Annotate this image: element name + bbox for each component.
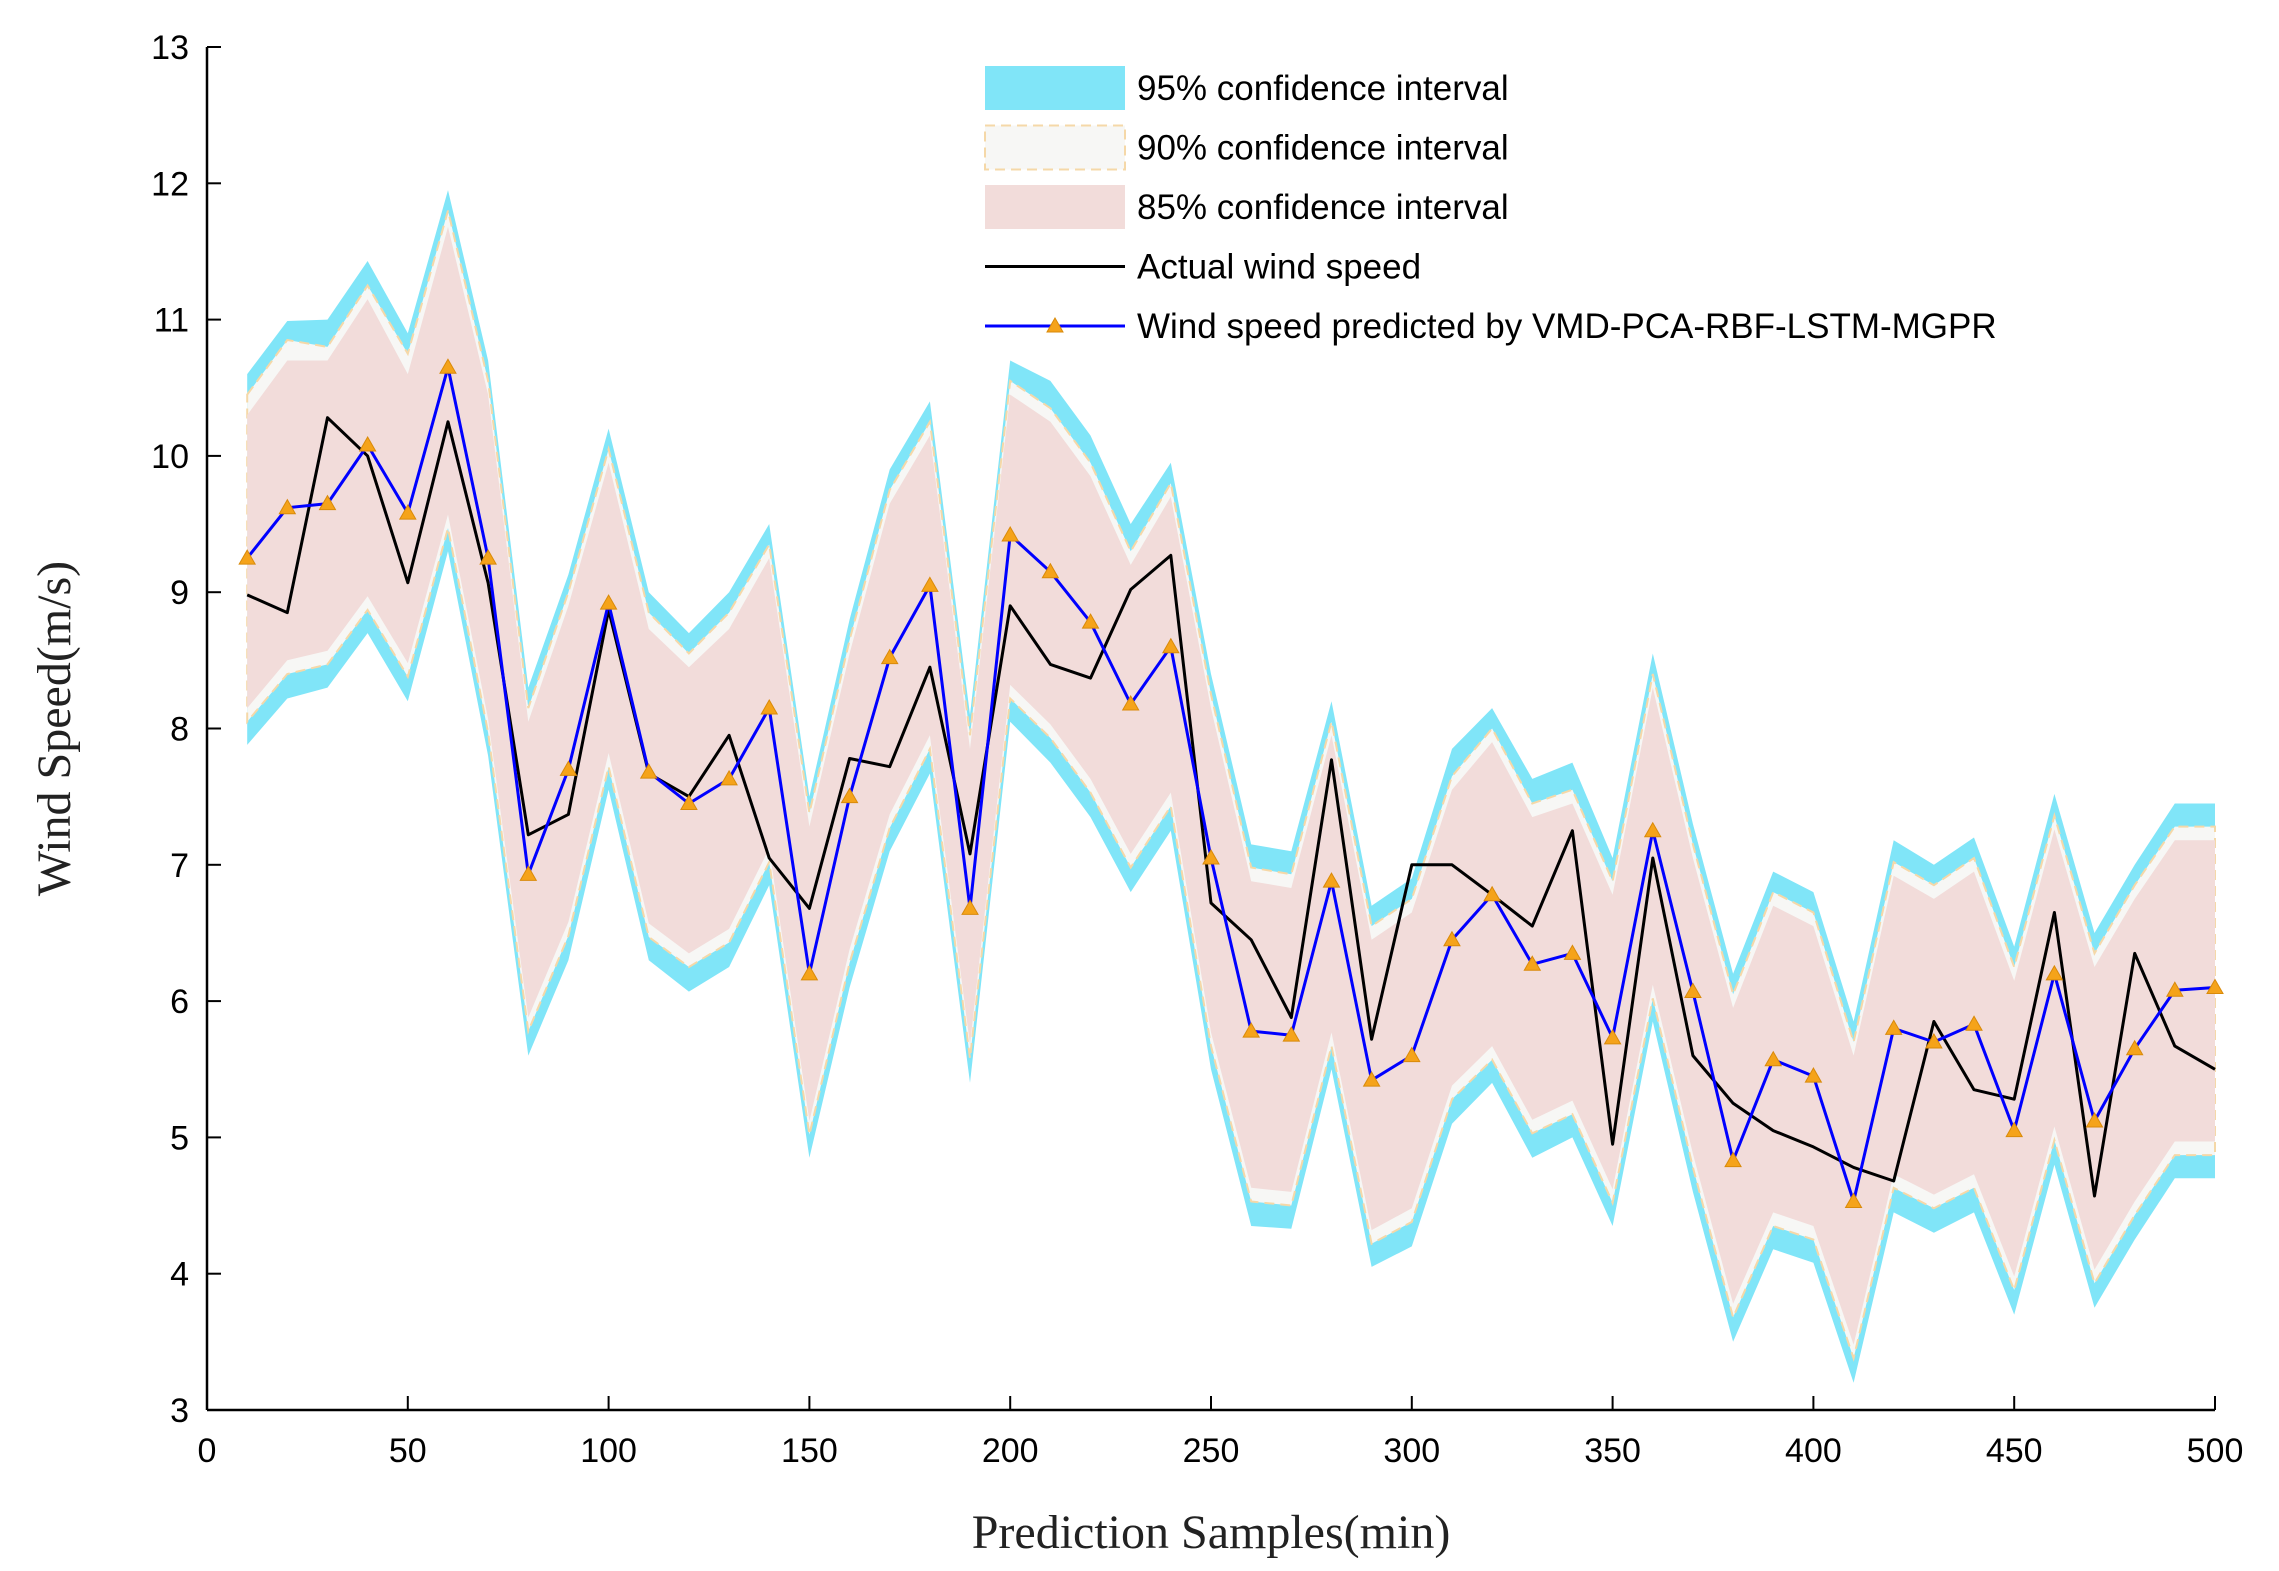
data-point xyxy=(1884,1019,1903,1035)
y-tick-label: 9 xyxy=(170,574,189,612)
data-point xyxy=(1202,848,1220,865)
data-point xyxy=(760,699,779,715)
data-point xyxy=(519,865,538,881)
prediction-markers xyxy=(238,358,2224,1208)
data-point xyxy=(1161,637,1180,654)
x-tick-label: 250 xyxy=(1183,1432,1240,1470)
x-tick-label: 100 xyxy=(580,1432,637,1470)
data-point xyxy=(2005,1121,2024,1138)
data-point xyxy=(479,549,497,565)
x-tick-label: 200 xyxy=(982,1432,1039,1470)
data-point xyxy=(2165,981,2184,997)
legend-label: 85% confidence interval xyxy=(1137,188,1509,227)
legend-marker xyxy=(1046,316,1064,333)
data-point xyxy=(1563,944,1582,960)
data-point xyxy=(880,648,899,665)
data-point xyxy=(1804,1067,1823,1083)
x-tick-label: 500 xyxy=(2187,1432,2244,1470)
data-point xyxy=(1483,885,1501,902)
legend: 95% confidence interval 90% confidence in… xyxy=(984,66,1997,346)
data-point xyxy=(318,494,337,511)
legend-label: Actual wind speed xyxy=(1137,248,1421,287)
data-point xyxy=(1242,1022,1261,1038)
data-point xyxy=(1001,525,1020,542)
y-axis-label: Wind Speed(m/s) xyxy=(28,561,81,896)
data-point xyxy=(559,760,578,776)
x-tick-label: 450 xyxy=(1986,1432,2043,1470)
series-line-2 xyxy=(246,365,2216,1203)
y-tick-label: 11 xyxy=(154,302,189,340)
y-tick-label: 3 xyxy=(170,1392,189,1430)
data-point xyxy=(840,787,859,804)
series-line-1 xyxy=(246,416,2216,1198)
data-point xyxy=(1643,821,1662,838)
y-tick-label: 13 xyxy=(151,29,189,67)
data-point xyxy=(1121,694,1140,711)
x-tick-label: 300 xyxy=(1383,1432,1440,1470)
data-point xyxy=(358,435,377,452)
data-point xyxy=(1362,1071,1381,1087)
data-point xyxy=(2045,964,2064,981)
y-tick-label: 10 xyxy=(151,438,189,476)
legend-swatch xyxy=(985,185,1125,229)
x-tick-label: 50 xyxy=(389,1432,427,1470)
data-point xyxy=(2085,1112,2104,1128)
data-point xyxy=(1282,1026,1301,1042)
data-point xyxy=(680,794,698,810)
data-point xyxy=(1041,562,1060,579)
data-point xyxy=(1603,1028,1622,1045)
data-point xyxy=(599,594,618,610)
data-point xyxy=(1443,930,1461,947)
x-tick-label: 350 xyxy=(1584,1432,1641,1470)
y-tick-label: 6 xyxy=(170,983,189,1021)
data-point xyxy=(278,498,297,515)
data-point xyxy=(1724,1151,1742,1168)
axes: 0 50 100 150 200 250 300 350 400 450 500 3 4 5 6 7 8 9 10 1… xyxy=(151,29,2243,1470)
y-tick-label: 12 xyxy=(151,165,189,203)
x-tick-label: 150 xyxy=(781,1432,838,1470)
legend-label: 95% confidence interval xyxy=(1137,69,1509,108)
data-point xyxy=(1402,1046,1421,1063)
data-point xyxy=(1322,872,1341,888)
data-point xyxy=(1844,1192,1863,1208)
data-point xyxy=(1965,1015,1983,1031)
confidence-band-3 xyxy=(247,226,2216,1345)
data-point xyxy=(439,358,457,374)
legend-label: 90% confidence interval xyxy=(1137,129,1509,168)
data-point xyxy=(398,504,417,520)
y-tick-label: 8 xyxy=(170,711,189,749)
legend-swatch xyxy=(985,66,1125,110)
data-point xyxy=(800,964,819,981)
y-tick-label: 4 xyxy=(170,1256,189,1294)
data-point xyxy=(1925,1032,1943,1049)
data-point xyxy=(720,769,738,786)
y-tick-label: 7 xyxy=(170,847,189,885)
legend-label: Wind speed predicted by VMD-PCA-RBF-LSTM… xyxy=(1137,307,1997,346)
data-point xyxy=(238,549,257,565)
data-point xyxy=(2206,978,2224,994)
data-point xyxy=(2125,1039,2144,1056)
x-tick-label: 400 xyxy=(1785,1432,1842,1470)
data-point xyxy=(639,763,658,779)
x-tick-label: 0 xyxy=(198,1432,217,1470)
x-axis-label: Prediction Samples(min) xyxy=(972,1506,1451,1559)
y-tick-label: 5 xyxy=(170,1119,189,1157)
data-point xyxy=(1764,1050,1783,1067)
data-point xyxy=(961,899,979,915)
confidence-bands xyxy=(246,190,2216,1383)
data-point xyxy=(1523,955,1542,971)
data-point xyxy=(921,576,939,592)
data-point xyxy=(1081,613,1100,629)
legend-swatch xyxy=(984,124,1126,171)
data-point xyxy=(1684,982,1702,999)
data-lines xyxy=(246,365,2216,1203)
